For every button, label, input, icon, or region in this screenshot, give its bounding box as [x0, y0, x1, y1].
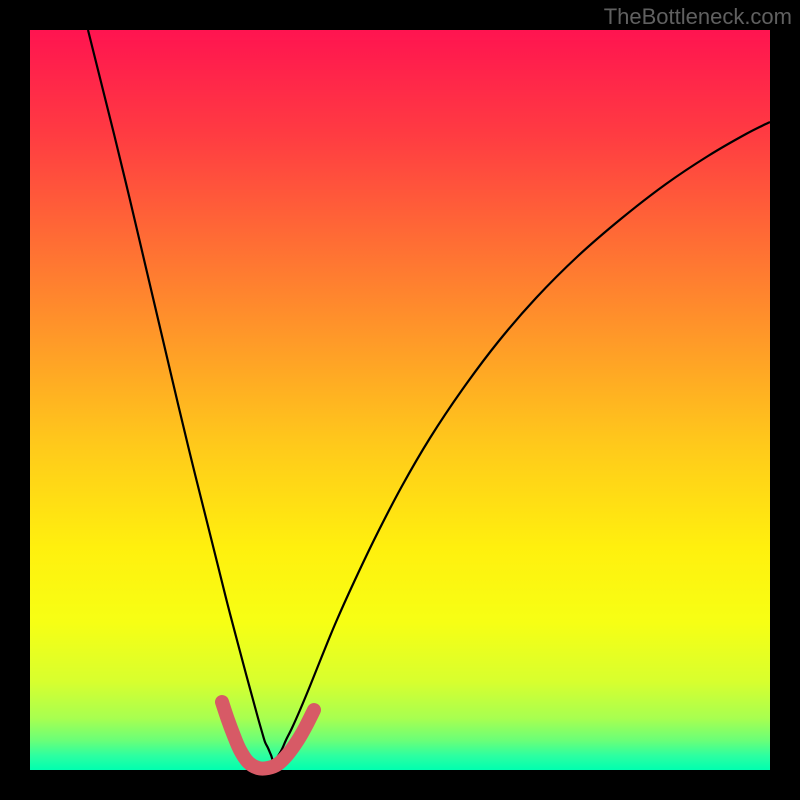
chart-container: TheBottleneck.com [0, 0, 800, 800]
bottleneck-chart [0, 0, 800, 800]
watermark-label: TheBottleneck.com [604, 4, 792, 30]
plot-background [30, 30, 770, 770]
